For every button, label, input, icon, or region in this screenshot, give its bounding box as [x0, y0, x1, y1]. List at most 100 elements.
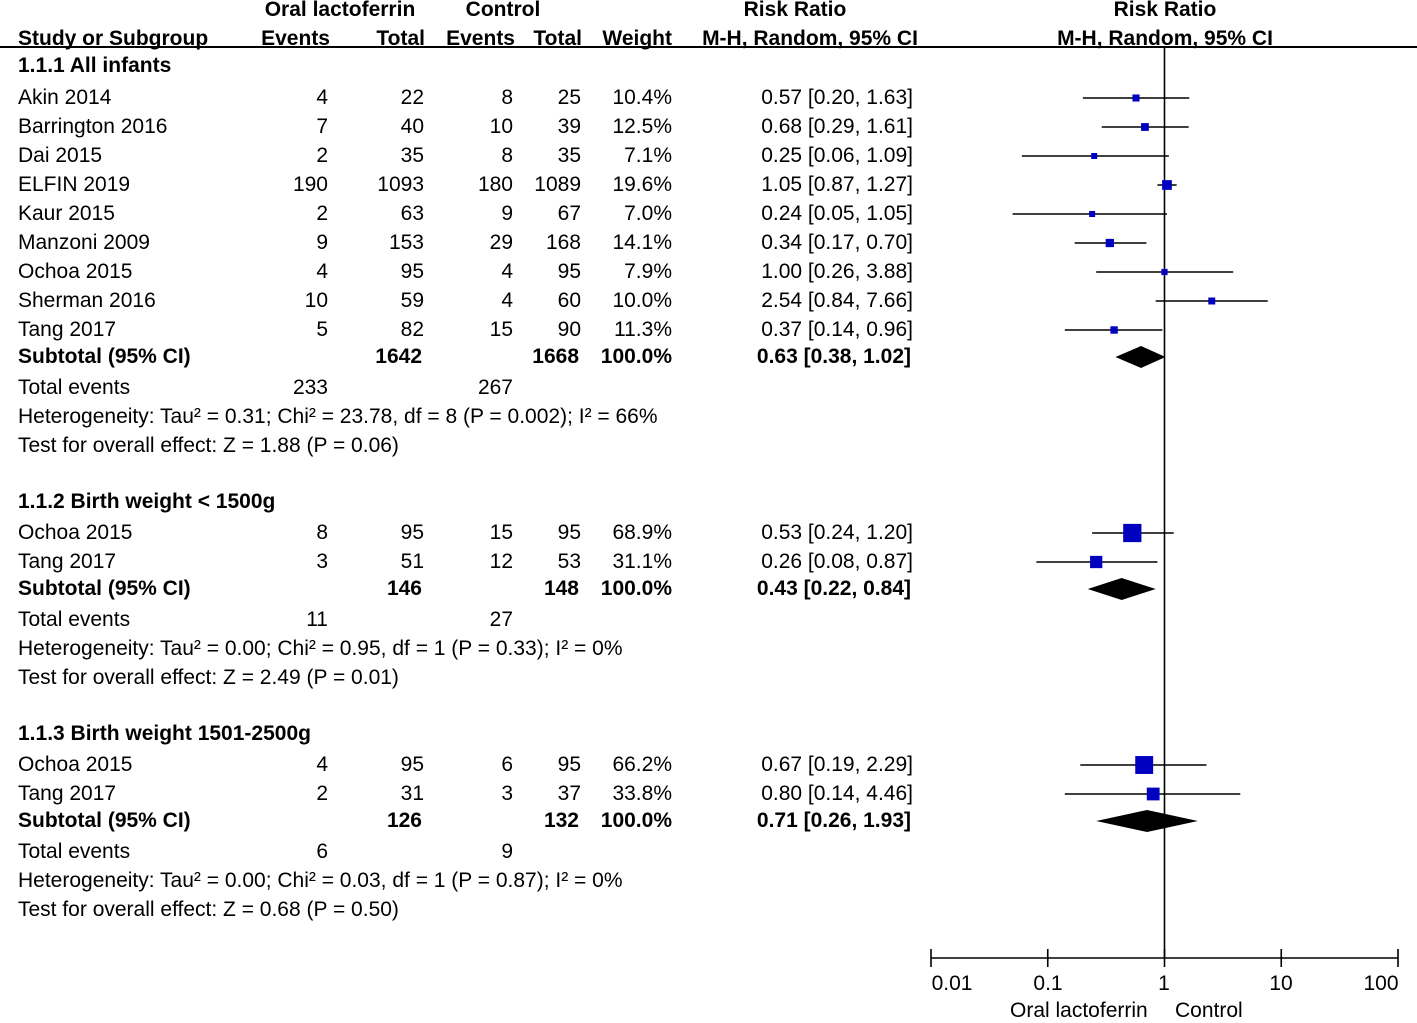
study-weight: 31.1% [612, 550, 672, 573]
events-control: 12 [489, 550, 513, 573]
events-lactoferrin: 3 [316, 550, 328, 573]
total-lactoferrin: 22 [400, 86, 424, 109]
subtotal-weight: 100.0% [600, 577, 672, 600]
events2-header: Events [446, 27, 515, 50]
study-weight: 14.1% [612, 231, 672, 254]
overall-effect-test: Test for overall effect: Z = 0.68 (P = 0… [18, 898, 399, 921]
study-name: Tang 2017 [18, 318, 117, 341]
study-risk-ratio-ci: 1.00 [0.26, 3.88] [761, 260, 913, 283]
study-weight: 10.0% [612, 289, 672, 312]
subgroup-title: 1.1.2 Birth weight < 1500g [18, 490, 276, 513]
subtotal-risk-ratio-ci: 0.71 [0.26, 1.93] [756, 809, 911, 832]
events-lactoferrin: 4 [316, 753, 328, 776]
study-point-estimate [1162, 180, 1172, 190]
total-control: 90 [557, 318, 581, 341]
study-risk-ratio-ci: 0.67 [0.19, 2.29] [761, 753, 913, 776]
subtotal-risk-ratio-ci: 0.63 [0.38, 1.02] [756, 345, 911, 368]
total-lactoferrin: 35 [400, 144, 424, 167]
total-lactoferrin: 95 [400, 753, 424, 776]
subtotal-diamond [1115, 346, 1166, 368]
events-control: 8 [501, 86, 513, 109]
total-control: 168 [545, 231, 581, 254]
tick-label-0.01: 0.01 [931, 972, 973, 995]
heterogeneity-stats: Heterogeneity: Tau² = 0.31; Chi² = 23.78… [18, 405, 658, 428]
study-point-estimate [1123, 523, 1142, 543]
tick-label-1: 1 [1158, 972, 1170, 995]
study-point-estimate [1141, 123, 1149, 131]
study-name: Ochoa 2015 [18, 260, 133, 283]
events-lactoferrin: 190 [292, 173, 328, 196]
total-control: 37 [557, 782, 581, 805]
study-risk-ratio-ci: 0.34 [0.17, 0.70] [761, 231, 913, 254]
study-weight: 12.5% [612, 115, 672, 138]
study-risk-ratio-ci: 2.54 [0.84, 7.66] [761, 289, 913, 312]
study-point-estimate [1132, 94, 1140, 102]
study-risk-ratio-ci: 0.57 [0.20, 1.63] [761, 86, 913, 109]
events-control: 29 [489, 231, 513, 254]
total-control: 95 [557, 521, 581, 544]
subtotal-weight: 100.0% [600, 345, 672, 368]
total-lactoferrin: 63 [400, 202, 424, 225]
total-lactoferrin: 40 [400, 115, 424, 138]
events-lactoferrin: 2 [316, 202, 328, 225]
total-lactoferrin: 59 [400, 289, 424, 312]
study-point-estimate [1089, 211, 1096, 217]
study-weight: 7.0% [624, 202, 672, 225]
study-weight: 7.1% [624, 144, 672, 167]
study-point-estimate [1105, 238, 1114, 248]
study-weight: 7.9% [624, 260, 672, 283]
weight-header: Weight [602, 27, 672, 50]
study-risk-ratio-ci: 0.53 [0.24, 1.20] [761, 521, 913, 544]
total-control: 95 [557, 753, 581, 776]
study-name: Kaur 2015 [18, 202, 115, 225]
favours-right-label: Control [1175, 999, 1243, 1022]
events-control: 6 [501, 753, 513, 776]
study-name: Tang 2017 [18, 782, 117, 805]
events-lactoferrin: 9 [316, 231, 328, 254]
subtotal-total-lactoferrin: 126 [386, 809, 422, 832]
subtotal-label: Subtotal (95% CI) [18, 809, 191, 832]
subgroup-title: 1.1.1 All infants [18, 54, 172, 77]
events-lactoferrin: 7 [316, 115, 328, 138]
events-lactoferrin: 10 [304, 289, 328, 312]
total-lactoferrin: 153 [388, 231, 424, 254]
study-name: Manzoni 2009 [18, 231, 150, 254]
subtotal-risk-ratio-ci: 0.43 [0.22, 0.84] [756, 577, 911, 600]
heterogeneity-stats: Heterogeneity: Tau² = 0.00; Chi² = 0.95,… [18, 637, 623, 660]
events-lactoferrin: 4 [316, 260, 328, 283]
study-risk-ratio-ci: 0.25 [0.06, 1.09] [761, 144, 913, 167]
study-name: Akin 2014 [18, 86, 112, 109]
study-point-estimate [1091, 153, 1098, 159]
events-lactoferrin: 8 [316, 521, 328, 544]
overall-effect-test: Test for overall effect: Z = 2.49 (P = 0… [18, 666, 399, 689]
study-name: ELFIN 2019 [18, 173, 131, 196]
tick-label-10: 10 [1269, 972, 1293, 995]
total-lactoferrin: 1093 [377, 173, 424, 196]
events-lactoferrin: 5 [316, 318, 328, 341]
study-risk-ratio-ci: 0.68 [0.29, 1.61] [761, 115, 913, 138]
study-risk-ratio-ci: 0.80 [0.14, 4.46] [761, 782, 913, 805]
events-control: 180 [477, 173, 513, 196]
events-control: 4 [501, 289, 513, 312]
study-name: Sherman 2016 [18, 289, 156, 312]
study-column-header: Study or Subgroup [18, 27, 209, 50]
total1-header: Total [376, 27, 425, 50]
subtotal-weight: 100.0% [600, 809, 672, 832]
events-control: 3 [501, 782, 513, 805]
total-lactoferrin: 95 [400, 260, 424, 283]
study-point-estimate [1110, 326, 1118, 334]
study-name: Tang 2017 [18, 550, 117, 573]
total-events-control: 267 [477, 376, 513, 399]
total-lactoferrin: 95 [400, 521, 424, 544]
study-weight: 10.4% [612, 86, 672, 109]
total-control: 35 [557, 144, 581, 167]
study-weight: 11.3% [614, 318, 672, 341]
total-events-lactoferrin: 11 [306, 608, 328, 631]
overall-effect-test: Test for overall effect: Z = 1.88 (P = 0… [18, 434, 399, 457]
total-lactoferrin: 82 [400, 318, 424, 341]
subtotal-total-lactoferrin: 146 [386, 577, 422, 600]
events-lactoferrin: 2 [316, 144, 328, 167]
study-weight: 66.2% [612, 753, 672, 776]
subtotal-diamond [1087, 578, 1156, 600]
